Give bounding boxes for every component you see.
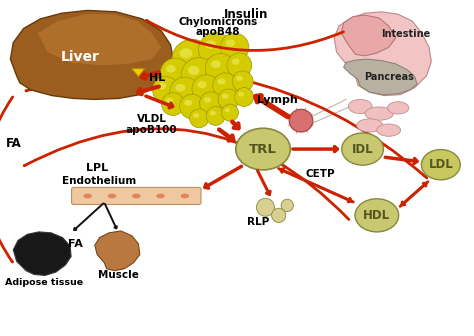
Ellipse shape [199,33,233,67]
Text: LDL: LDL [428,158,453,171]
Ellipse shape [206,107,225,125]
FancyArrowPatch shape [0,97,13,262]
Ellipse shape [232,71,253,92]
Ellipse shape [172,39,212,79]
Text: HL: HL [149,73,165,83]
Ellipse shape [388,102,409,114]
Text: Insulin: Insulin [224,8,269,21]
Text: IDL: IDL [352,142,374,156]
Ellipse shape [156,194,165,198]
Ellipse shape [348,99,372,114]
Ellipse shape [256,198,274,216]
FancyArrowPatch shape [146,20,344,50]
Ellipse shape [197,81,207,88]
Ellipse shape [192,75,220,103]
Text: Chylomicrons: Chylomicrons [178,16,258,27]
Ellipse shape [238,92,245,96]
Ellipse shape [377,124,401,136]
Text: Adipose tissue: Adipose tissue [5,278,82,287]
Ellipse shape [204,97,211,102]
Ellipse shape [180,94,204,119]
Ellipse shape [342,133,383,165]
Ellipse shape [226,40,235,47]
Ellipse shape [184,100,192,106]
Text: FA: FA [68,239,83,249]
Text: VLDL: VLDL [137,114,167,124]
Ellipse shape [132,194,140,198]
Polygon shape [38,14,161,65]
Polygon shape [334,12,431,96]
Text: HDL: HDL [363,209,391,222]
Text: LPL: LPL [86,163,108,173]
Ellipse shape [235,88,254,107]
Polygon shape [10,10,173,99]
Ellipse shape [281,199,293,212]
Text: RLP: RLP [247,217,269,227]
Text: Muscle: Muscle [98,270,139,280]
FancyBboxPatch shape [72,187,201,204]
Ellipse shape [170,77,200,108]
Ellipse shape [166,65,176,73]
Text: FA: FA [5,137,21,150]
Ellipse shape [153,77,179,103]
Text: Endothelium: Endothelium [63,176,137,185]
Text: apoB100: apoB100 [126,125,177,135]
Ellipse shape [205,40,216,49]
Ellipse shape [108,194,116,198]
Ellipse shape [236,76,243,81]
Ellipse shape [213,73,237,97]
Ellipse shape [205,53,236,84]
Ellipse shape [218,89,239,110]
Ellipse shape [227,53,252,78]
Text: CETP: CETP [305,169,335,179]
Ellipse shape [162,93,184,116]
FancyArrowPatch shape [26,70,427,178]
Ellipse shape [157,83,166,89]
Ellipse shape [175,84,185,91]
Ellipse shape [180,48,192,58]
Polygon shape [132,69,145,77]
Text: Lymph: Lymph [257,95,298,105]
Polygon shape [341,15,396,56]
Polygon shape [13,232,71,276]
Text: TRL: TRL [249,142,277,156]
Polygon shape [95,231,140,271]
Ellipse shape [83,194,92,198]
Polygon shape [344,59,417,95]
Ellipse shape [220,33,249,61]
Ellipse shape [232,58,240,65]
Ellipse shape [221,104,238,121]
Ellipse shape [365,107,393,120]
Ellipse shape [188,66,200,75]
Ellipse shape [181,58,217,94]
Ellipse shape [181,194,189,198]
Ellipse shape [218,78,226,85]
Ellipse shape [193,113,200,118]
Ellipse shape [289,109,313,132]
Text: apoB48: apoB48 [196,28,240,38]
Ellipse shape [272,208,286,222]
Ellipse shape [190,109,209,128]
Ellipse shape [355,199,399,232]
Text: Pancreas: Pancreas [364,72,414,82]
Ellipse shape [210,111,216,116]
Ellipse shape [356,119,383,132]
FancyArrowPatch shape [24,129,349,219]
Ellipse shape [236,128,290,170]
Ellipse shape [166,98,173,103]
Ellipse shape [225,108,230,112]
Ellipse shape [200,92,222,115]
Ellipse shape [222,94,229,99]
Ellipse shape [211,60,221,68]
Ellipse shape [421,150,460,180]
Text: Intestine: Intestine [381,29,430,39]
Ellipse shape [160,58,191,88]
Text: Liver: Liver [61,50,100,64]
